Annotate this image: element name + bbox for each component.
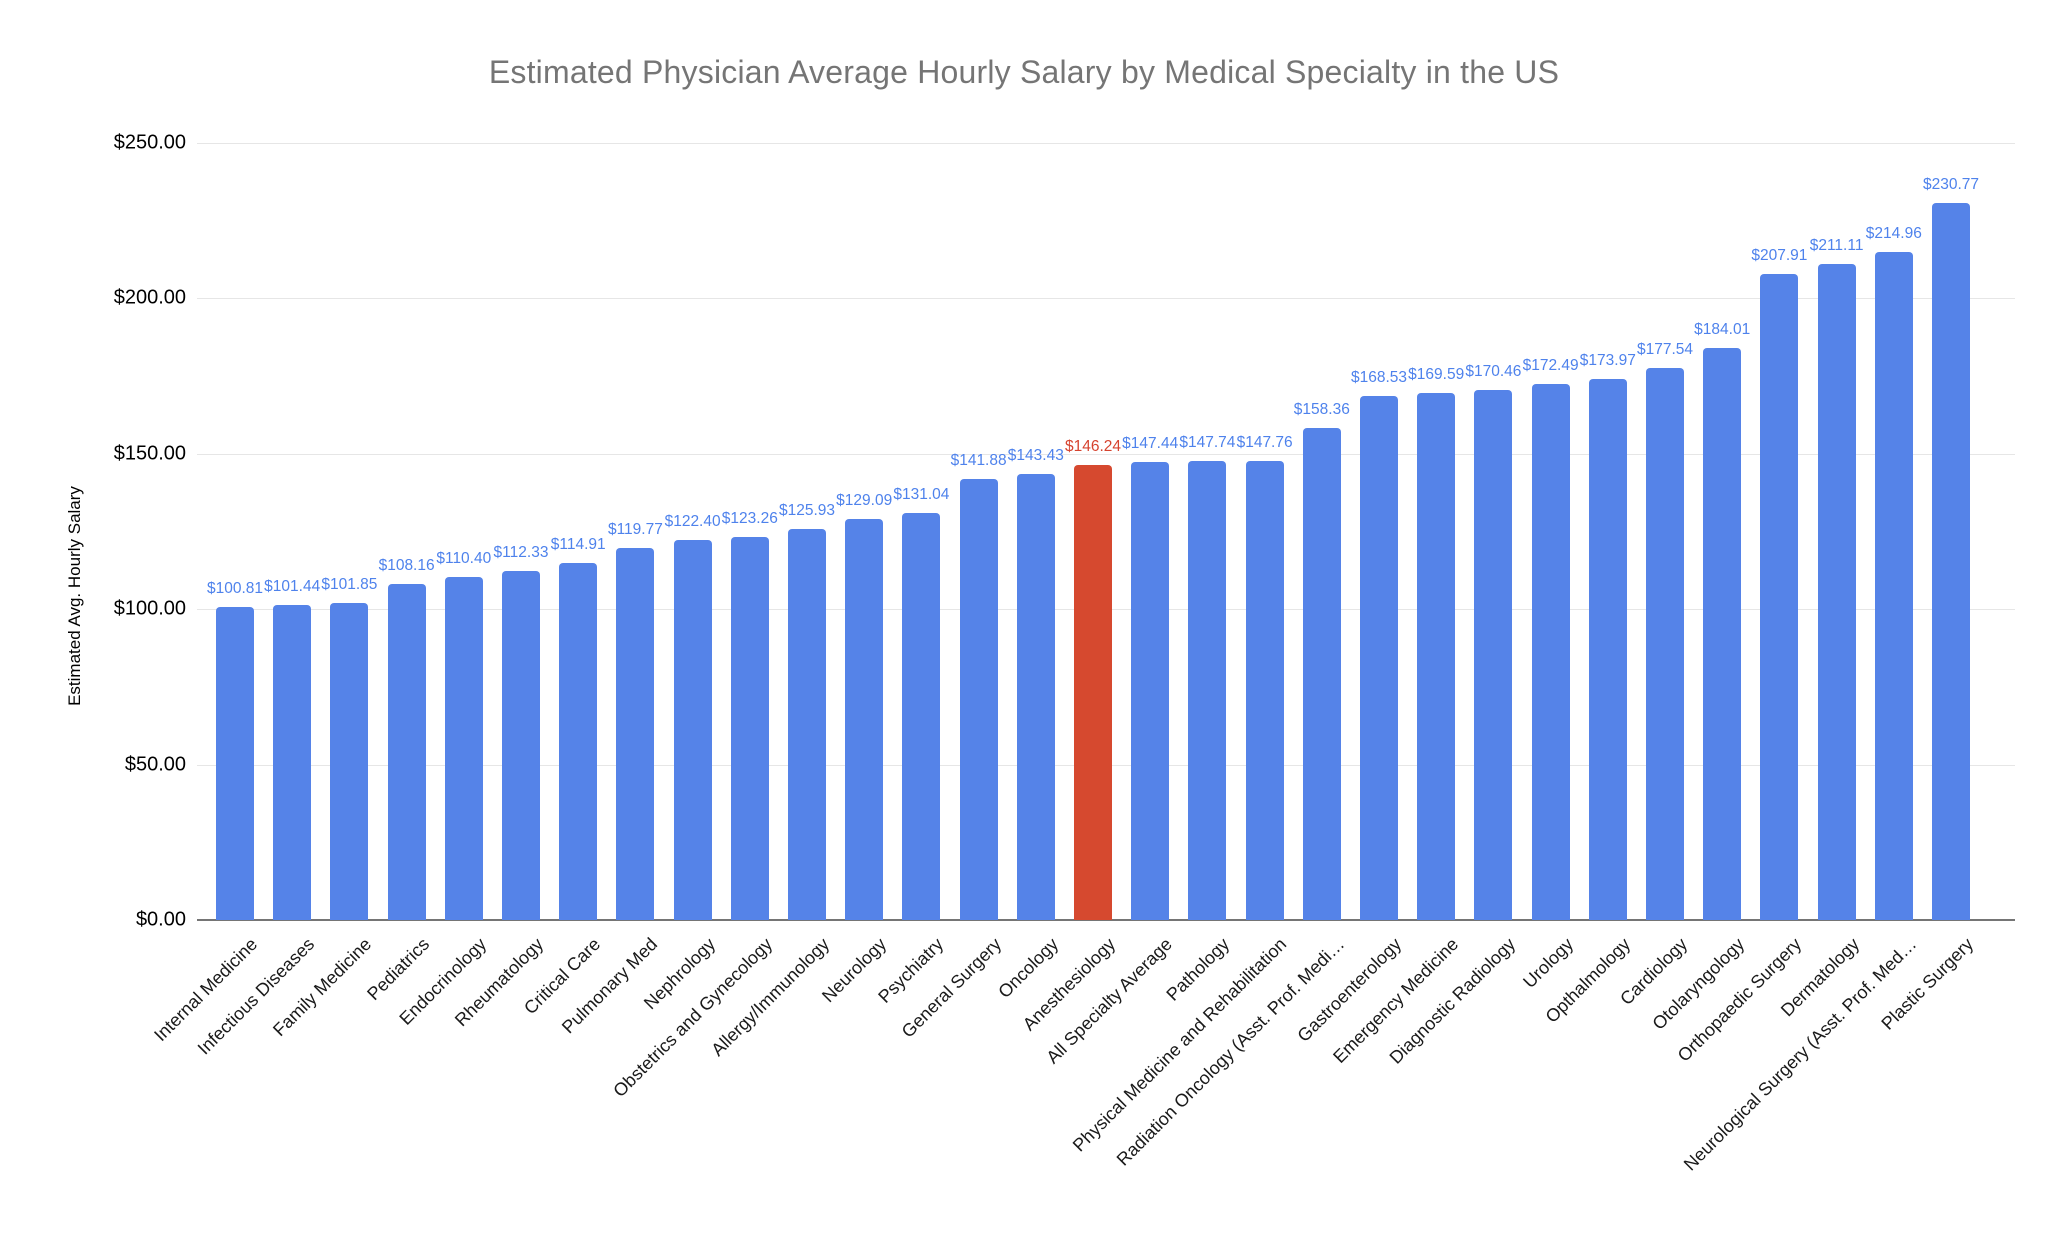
bar (1360, 396, 1398, 920)
bar-value-label: $110.40 (436, 549, 492, 567)
bar-value-label: $177.54 (1636, 341, 1694, 359)
bar-value-label: $108.16 (378, 556, 435, 574)
bar-value-label: $230.77 (1922, 175, 1980, 193)
bar-value-label: $123.26 (721, 509, 778, 527)
bar (1703, 348, 1742, 920)
y-tick-label: $250.00 (113, 131, 186, 154)
bar-value-label: $147.76 (1236, 433, 1293, 451)
x-axis-label: Family Medicine (269, 934, 376, 1041)
bar-value-label: $214.96 (1865, 224, 1922, 242)
bar (502, 570, 540, 920)
bar-value-label: $143.43 (1007, 447, 1064, 465)
bar-value-label: $114.91 (550, 535, 606, 553)
bar (273, 604, 312, 920)
bar-value-label: $207.91 (1751, 246, 1808, 264)
bar-value-label: $173.97 (1579, 352, 1636, 370)
bar-value-label: $101.44 (264, 577, 321, 595)
y-axis-title: Estimated Avg. Hourly Salary (65, 486, 84, 706)
x-axis-label: Physical Medicine and Rehabilitation (1069, 934, 1291, 1156)
bar-value-label: $211.11 (1809, 236, 1864, 254)
bar (902, 512, 941, 920)
bar (1188, 460, 1227, 920)
bar-value-label: $170.46 (1465, 363, 1522, 381)
bar (1016, 474, 1055, 920)
bar (845, 518, 884, 920)
bar-value-label: $147.44 (1122, 434, 1179, 452)
bar (1817, 263, 1856, 920)
bar (1245, 460, 1284, 920)
bar-value-label: $147.74 (1179, 433, 1236, 451)
bar (444, 576, 483, 920)
gridline (197, 298, 2015, 300)
bar-value-label: $168.53 (1350, 369, 1408, 387)
bar-value-label: $184.01 (1694, 321, 1751, 339)
bar-value-label: $169.59 (1408, 365, 1465, 383)
bar (1646, 368, 1684, 920)
bar (1531, 383, 1570, 920)
chart-title: Estimated Physician Average Hourly Salar… (488, 54, 1560, 90)
bar (1932, 202, 1970, 920)
y-tick-label: $150.00 (113, 442, 186, 465)
bar-value-label: $172.49 (1522, 356, 1579, 374)
x-axis-label: Gastroenterology (1293, 934, 1406, 1046)
y-tick-label: $200.00 (113, 286, 186, 309)
bar-value-label: $101.85 (321, 576, 378, 594)
bar (788, 528, 826, 920)
y-tick-label: $0.00 (135, 908, 186, 931)
bar (730, 536, 769, 920)
gridline (197, 453, 2015, 455)
x-axis-label: Internal Medicine (150, 934, 262, 1046)
bar (216, 606, 254, 920)
bar-highlighted (1074, 465, 1112, 920)
bar (673, 539, 712, 920)
bar-value-label: $119.77 (607, 520, 663, 538)
gridline (197, 143, 2015, 144)
y-tick-label: $100.00 (113, 597, 186, 620)
y-tick-label: $50.00 (124, 753, 186, 776)
bar-value-label: $122.40 (664, 512, 721, 530)
x-axis-label: General Surgery (897, 934, 1005, 1042)
bar (330, 603, 369, 920)
bar-value-label: $100.81 (206, 579, 264, 597)
bar (1874, 251, 1913, 920)
bar-value-label: $141.88 (950, 452, 1007, 470)
bar (559, 562, 598, 920)
bar-value-label: $158.36 (1293, 400, 1350, 418)
bar (1131, 461, 1170, 920)
bar (959, 479, 998, 920)
bar-value-label: $125.93 (778, 501, 836, 519)
bar (1588, 379, 1627, 920)
bar-value-label: $131.04 (893, 485, 950, 503)
x-axis-baseline (197, 919, 2015, 921)
bar (1760, 273, 1799, 920)
bar (1302, 427, 1341, 920)
bar (616, 547, 655, 920)
bar (1474, 390, 1513, 920)
bar (1417, 392, 1456, 920)
bar-value-label: $112.33 (493, 543, 549, 561)
bar (387, 583, 426, 920)
bar-value-label: $146.24 (1064, 438, 1122, 456)
bar-value-label: $129.09 (836, 491, 893, 509)
